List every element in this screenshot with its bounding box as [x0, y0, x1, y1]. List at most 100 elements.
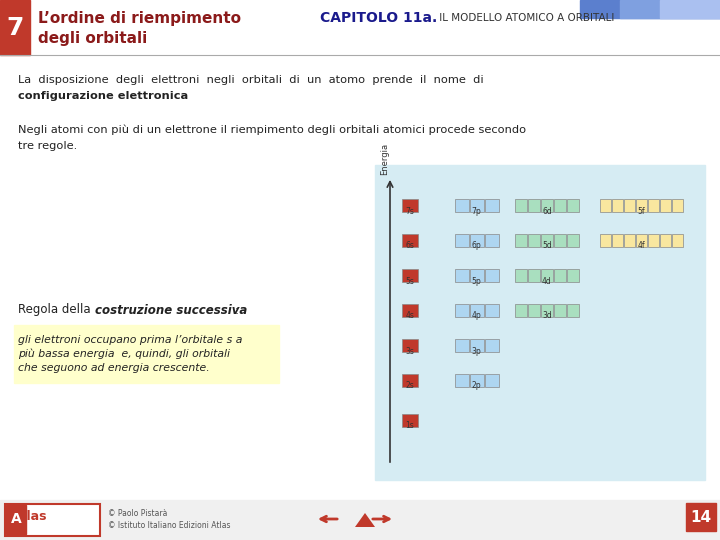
Text: 14: 14 [690, 510, 711, 524]
Text: che seguono ad energia crescente.: che seguono ad energia crescente. [18, 363, 210, 373]
Bar [554, 303, 566, 316]
Text: 4p: 4p [471, 312, 481, 321]
Bar [660, 199, 671, 212]
Text: IL MODELLO ATOMICO A ORBITALI: IL MODELLO ATOMICO A ORBITALI [436, 13, 614, 23]
Bar [402, 339, 418, 352]
Bar [455, 233, 469, 246]
Text: configurazione elettronica: configurazione elettronica [18, 91, 188, 101]
Bar [636, 199, 647, 212]
Text: 7: 7 [6, 16, 24, 40]
Bar [554, 233, 566, 246]
Text: .: . [166, 91, 170, 101]
Bar [541, 268, 553, 281]
Bar [470, 339, 484, 352]
Bar [554, 199, 566, 212]
Bar [402, 303, 418, 316]
Bar [455, 199, 469, 212]
Text: © Istituto Italiano Edizioni Atlas: © Istituto Italiano Edizioni Atlas [108, 521, 230, 530]
Bar [554, 268, 566, 281]
Bar [541, 233, 553, 246]
Text: 5d: 5d [542, 241, 552, 251]
Text: costruzione successiva: costruzione successiva [95, 303, 247, 316]
Text: 1s: 1s [405, 422, 415, 430]
Text: 5p: 5p [471, 276, 481, 286]
Bar [660, 233, 671, 246]
Text: La  disposizione  degli  elettroni  negli  orbitali  di  un  atomo  prende  il  : La disposizione degli elettroni negli or… [18, 75, 484, 85]
Bar [515, 303, 527, 316]
Bar [470, 303, 484, 316]
Bar [612, 233, 623, 246]
Bar [528, 268, 540, 281]
Text: 3p: 3p [471, 347, 481, 355]
Bar [624, 199, 635, 212]
Bar [567, 199, 579, 212]
Bar [515, 233, 527, 246]
Bar [567, 268, 579, 281]
Bar [686, 503, 716, 531]
Bar [402, 414, 418, 427]
Bar [648, 199, 659, 212]
Bar [455, 303, 469, 316]
Bar [515, 268, 527, 281]
Bar [672, 199, 683, 212]
Bar [541, 199, 553, 212]
Bar [375, 165, 705, 480]
Bar [455, 339, 469, 352]
Text: :: : [235, 303, 239, 316]
Bar [470, 268, 484, 281]
Bar [470, 374, 484, 387]
Bar [612, 199, 623, 212]
Bar [485, 374, 499, 387]
Text: 2s: 2s [405, 381, 415, 390]
Polygon shape [355, 513, 375, 527]
Bar [636, 233, 647, 246]
Text: Atlas: Atlas [12, 510, 48, 523]
Bar [648, 233, 659, 246]
Bar [0, 500, 720, 540]
Bar [402, 268, 418, 281]
Bar [528, 199, 540, 212]
Text: 4f: 4f [638, 241, 645, 251]
Text: gli elettroni occupano prima l’orbitale s a: gli elettroni occupano prima l’orbitale … [18, 335, 243, 345]
Bar [402, 199, 418, 212]
Bar [485, 268, 499, 281]
Bar [470, 233, 484, 246]
Bar [541, 303, 553, 316]
Bar [455, 374, 469, 387]
Bar [402, 374, 418, 387]
Text: 6p: 6p [471, 241, 481, 251]
Bar [600, 199, 611, 212]
Bar [485, 339, 499, 352]
Bar [567, 303, 579, 316]
Bar [660, 0, 720, 18]
Bar [620, 0, 720, 18]
Text: CAPITOLO 11a.: CAPITOLO 11a. [320, 11, 437, 25]
Text: 4d: 4d [542, 276, 552, 286]
Bar [455, 268, 469, 281]
Text: A: A [11, 512, 22, 526]
Bar [580, 0, 720, 18]
Bar [14, 325, 279, 383]
Text: 4s: 4s [405, 312, 415, 321]
Bar [5, 504, 100, 536]
Text: 2p: 2p [471, 381, 481, 390]
Text: 7p: 7p [471, 206, 481, 215]
Text: Negli atomi con più di un elettrone il riempimento degli orbitali atomici proced: Negli atomi con più di un elettrone il r… [18, 125, 526, 135]
Bar [0, 0, 30, 55]
Bar [6, 505, 26, 534]
Text: 5s: 5s [405, 276, 415, 286]
Text: 3d: 3d [542, 312, 552, 321]
Bar [485, 303, 499, 316]
Bar [470, 199, 484, 212]
Bar [672, 233, 683, 246]
Bar [600, 233, 611, 246]
Bar [567, 233, 579, 246]
Text: tre regole.: tre regole. [18, 141, 77, 151]
Bar [528, 233, 540, 246]
Text: © Paolo Pistarà: © Paolo Pistarà [108, 510, 167, 518]
Bar [485, 199, 499, 212]
Text: L’ordine di riempimento: L’ordine di riempimento [38, 10, 241, 25]
Text: Energia: Energia [380, 143, 390, 175]
Text: 5f: 5f [638, 206, 645, 215]
Bar [0, 0, 720, 55]
